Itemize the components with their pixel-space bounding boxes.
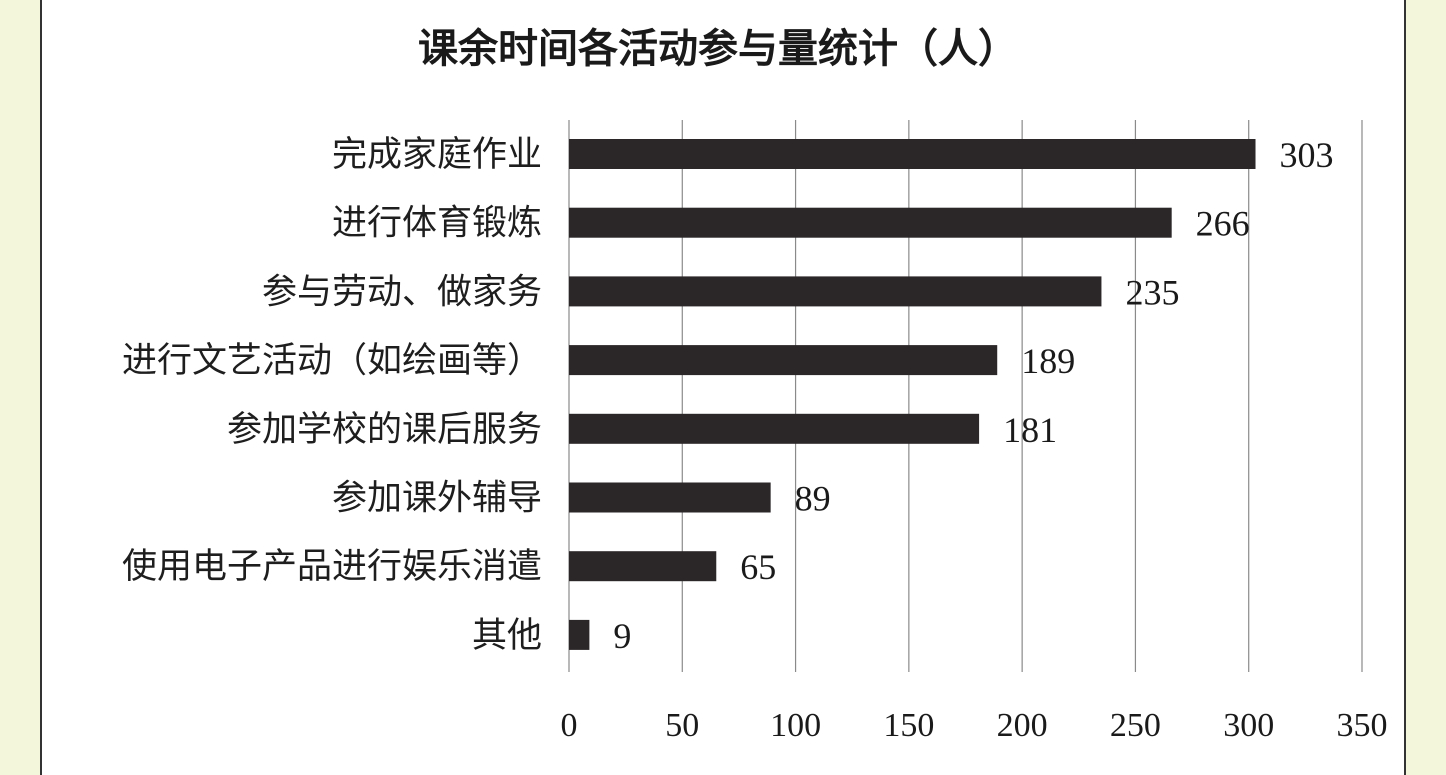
category-label-7: 其他 (472, 616, 542, 656)
value-label-2: 235 (1125, 272, 1179, 312)
value-label-4: 181 (1003, 410, 1057, 450)
category-label-3: 进行文艺活动（如绘画等） (122, 341, 542, 381)
bar-1 (569, 207, 1172, 238)
x-tick-label-250: 250 (1110, 707, 1161, 744)
bar-3 (569, 345, 998, 376)
bar-0 (569, 139, 1256, 169)
category-label-0: 完成家庭作业 (332, 135, 542, 175)
value-label-1: 266 (1196, 204, 1250, 244)
value-label-5: 89 (795, 479, 831, 519)
x-tick-label-300: 300 (1223, 707, 1274, 744)
bar-7 (569, 619, 590, 650)
bars (569, 139, 1256, 650)
x-tick-label-200: 200 (997, 707, 1048, 744)
x-tick-label-350: 350 (1337, 707, 1388, 744)
value-label-0: 303 (1280, 135, 1334, 175)
x-tick-label-100: 100 (770, 707, 821, 744)
x-tick-label-0: 0 (561, 707, 578, 744)
value-label-6: 65 (740, 547, 776, 587)
category-label-6: 使用电子产品进行娱乐消遣 (122, 547, 542, 587)
category-label-4: 参加学校的课后服务 (227, 410, 542, 450)
bar-5 (569, 482, 771, 513)
bar-2 (569, 276, 1102, 307)
x-tick-label-50: 50 (665, 707, 699, 744)
chart-title: 课余时间各活动参与量统计（人） (418, 26, 1018, 72)
category-label-2: 参与劳动、做家务 (262, 272, 542, 312)
value-label-7: 9 (613, 616, 631, 656)
x-tick-label-150: 150 (883, 707, 934, 744)
x-axis-tick-labels: 0 50 100 150 200 250 300 350 (561, 707, 1388, 744)
bar-6 (569, 551, 717, 582)
bar-4 (569, 413, 980, 444)
value-label-3: 189 (1021, 341, 1075, 381)
category-label-5: 参加课外辅导 (332, 479, 542, 519)
value-labels: 303 266 235 189 181 89 65 9 (613, 135, 1333, 656)
category-label-1: 进行体育锻炼 (332, 204, 542, 244)
chart-frame (40, 0, 1406, 775)
